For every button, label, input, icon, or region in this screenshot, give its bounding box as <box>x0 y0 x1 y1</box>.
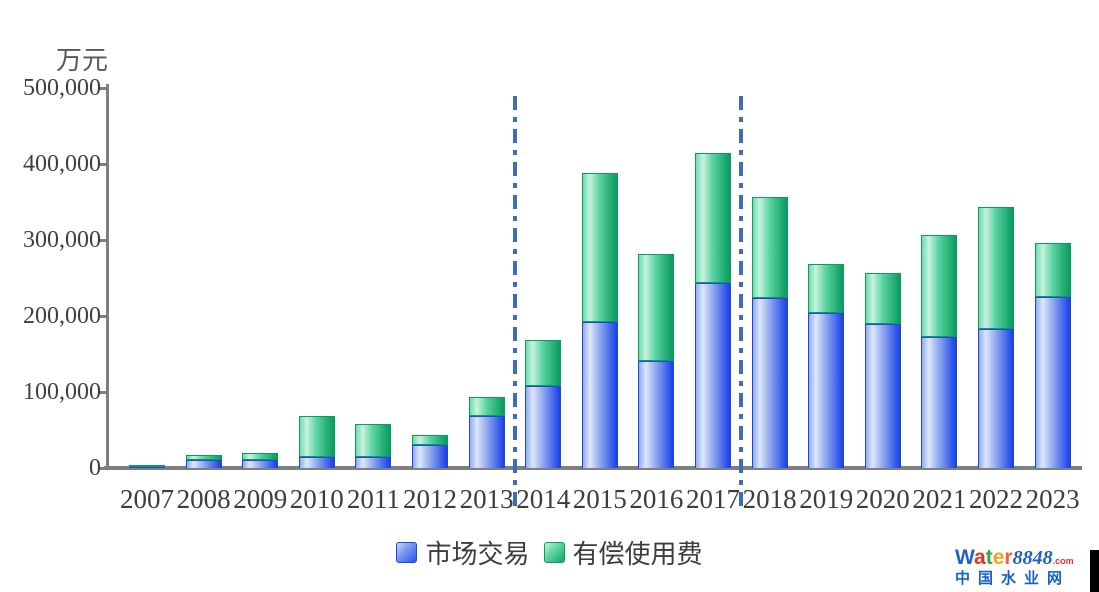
y-tick-label: 200,000 <box>23 303 101 329</box>
bar-segment-2013-有偿使用费 <box>468 397 505 417</box>
bar-segment-2016-有偿使用费 <box>638 254 675 361</box>
bar-segment-2008-市场交易 <box>185 460 222 468</box>
bar-segment-2011-市场交易 <box>355 456 392 468</box>
watermark-letter: r <box>1004 546 1013 569</box>
bar-segment-2009-有偿使用费 <box>242 452 279 460</box>
water8848-watermark-logo: Water8848.com 中国水业网 <box>955 547 1085 586</box>
legend-swatch-green <box>543 542 565 563</box>
y-axis-line <box>106 84 109 470</box>
x-tick-label-2017: 2017 <box>686 484 740 514</box>
bar-segment-2015-有偿使用费 <box>581 173 618 323</box>
y-tick-label: 400,000 <box>23 151 101 177</box>
bar-segment-2018-有偿使用费 <box>751 197 788 298</box>
y-tick-mark <box>98 391 107 394</box>
y-axis-unit-label: 万元 <box>56 46 109 75</box>
bar-segment-2010-市场交易 <box>298 457 335 468</box>
bar-segment-2014-市场交易 <box>525 385 562 468</box>
bar-segment-2023-市场交易 <box>1034 297 1071 468</box>
watermark-letter: W <box>955 546 975 569</box>
x-tick-label-2022: 2022 <box>969 484 1023 514</box>
y-tick-mark <box>98 163 107 166</box>
vertical-dashdot-divider-after-2013 <box>512 96 517 506</box>
watermark-number: 8848 <box>1012 547 1053 569</box>
watermark-black-bar <box>1090 550 1099 592</box>
y-tick-mark <box>98 87 107 90</box>
bar-segment-2009-市场交易 <box>242 459 279 468</box>
watermark-domain-suffix: .com <box>1052 556 1074 566</box>
bar-segment-2014-有偿使用费 <box>525 339 562 386</box>
bar-segment-2011-有偿使用费 <box>355 423 392 457</box>
bar-segment-2023-有偿使用费 <box>1034 243 1071 297</box>
x-tick-label-2008: 2008 <box>176 484 231 514</box>
watermark-subtitle: 中国水业网 <box>955 570 1071 587</box>
bar-segment-2020-有偿使用费 <box>864 273 901 324</box>
y-tick-mark <box>98 467 107 470</box>
bar-segment-2008-有偿使用费 <box>185 455 222 461</box>
legend-swatch-blue <box>396 542 418 563</box>
x-tick-label-2011: 2011 <box>346 484 400 514</box>
x-tick-label-2021: 2021 <box>912 484 967 514</box>
bar-segment-2019-有偿使用费 <box>808 263 845 313</box>
watermark-letter: a <box>974 546 986 569</box>
bar-segment-2007-市场交易 <box>129 466 165 468</box>
x-tick-label-2010: 2010 <box>289 484 344 514</box>
legend-label: 市场交易 <box>425 540 530 569</box>
bar-segment-2007-有偿使用费 <box>129 464 165 467</box>
watermark-letter: e <box>992 546 1005 569</box>
x-tick-label-2015: 2015 <box>572 484 627 514</box>
bar-segment-2015-市场交易 <box>581 322 618 468</box>
bar-segment-2020-市场交易 <box>864 323 901 468</box>
x-tick-label-2007: 2007 <box>120 484 174 514</box>
watermark-letter: t <box>985 546 993 569</box>
bar-segment-2010-有偿使用费 <box>298 416 335 458</box>
x-tick-label-2014: 2014 <box>516 484 571 514</box>
bar-segment-2021-有偿使用费 <box>921 235 958 337</box>
bar-segment-2021-市场交易 <box>921 336 958 468</box>
bar-segment-2017-市场交易 <box>695 282 731 468</box>
x-tick-label-2023: 2023 <box>1025 484 1080 514</box>
bar-segment-2019-市场交易 <box>808 312 845 468</box>
y-tick-mark <box>98 315 107 318</box>
x-tick-label-2019: 2019 <box>799 484 854 514</box>
bar-segment-2022-有偿使用费 <box>978 207 1014 329</box>
watermark-brand: Water8848.com <box>955 547 1085 568</box>
bar-segment-2012-市场交易 <box>412 445 448 468</box>
bar-segment-2022-市场交易 <box>978 328 1014 468</box>
x-tick-label-2016: 2016 <box>629 484 684 514</box>
legend-label: 有偿使用费 <box>572 540 703 569</box>
vertical-dashdot-divider-after-2017 <box>739 96 744 506</box>
bar-segment-2012-有偿使用费 <box>412 434 448 446</box>
y-tick-label: 100,000 <box>23 379 101 405</box>
x-tick-label-2013: 2013 <box>459 484 514 514</box>
x-axis-line <box>104 466 1082 470</box>
x-tick-label-2012: 2012 <box>403 484 457 514</box>
watermark-word-water: Water <box>955 546 1013 569</box>
y-tick-label: 300,000 <box>23 227 101 253</box>
x-tick-label-2020: 2020 <box>855 484 910 514</box>
legend-item-market-trade: 市场交易 <box>396 534 530 571</box>
y-tick-mark <box>98 239 107 242</box>
bar-segment-2017-有偿使用费 <box>695 152 731 283</box>
x-tick-label-2009: 2009 <box>233 484 288 514</box>
bar-segment-2013-市场交易 <box>468 416 505 468</box>
y-tick-label: 500,000 <box>23 75 101 101</box>
bar-segment-2018-市场交易 <box>751 297 788 468</box>
y-tick-label: 0 <box>89 455 101 481</box>
x-tick-label-2018: 2018 <box>742 484 797 514</box>
bar-segment-2016-市场交易 <box>638 360 675 468</box>
chart-legend: 市场交易 有偿使用费 <box>0 534 1099 571</box>
legend-item-paid-use-fee: 有偿使用费 <box>543 534 703 571</box>
